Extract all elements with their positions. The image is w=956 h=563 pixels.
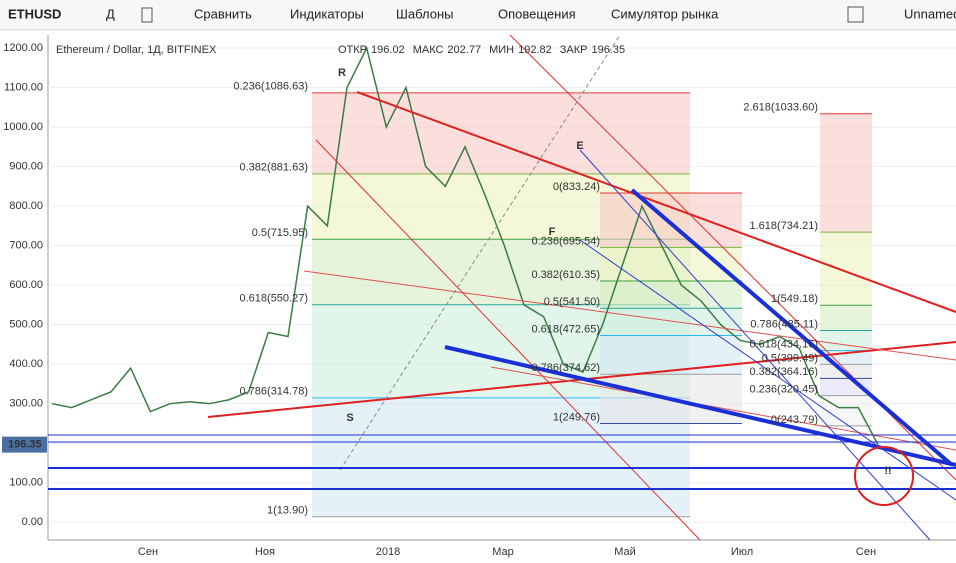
fib-label: 0.382(881.63) [240, 162, 309, 174]
ohlc-name: МИН [489, 44, 514, 56]
y-tick-label: 900.00 [9, 160, 43, 172]
fib-zone [820, 232, 872, 306]
fib-label: 0.382(364.16) [750, 366, 819, 378]
toolbar [0, 0, 956, 30]
price-line [51, 45, 879, 446]
ohlc-value: 196.35 [591, 44, 625, 56]
annotation: !! [884, 465, 891, 477]
ohlc-name: ЗАКР [560, 44, 588, 56]
fib-label: 0.786(374.62) [532, 362, 601, 374]
annotation: R [338, 67, 346, 79]
annotation: F [549, 226, 556, 238]
ohlc-name: ОТКР [338, 44, 367, 56]
y-tick-label: 500.00 [9, 319, 43, 331]
fib-label: 0(833.24) [553, 181, 600, 193]
fib-label: 0.5(715.95) [252, 227, 308, 239]
fib-label: 0.236(695.54) [532, 235, 601, 247]
fib-label: 0.618(472.65) [532, 323, 601, 335]
last-price-label: 196.35 [8, 439, 42, 451]
fib-label: 1.618(734.21) [750, 220, 819, 232]
fib-label: 0(243.79) [771, 414, 818, 426]
interval[interactable]: Д [106, 6, 115, 21]
y-tick-label: 1000.00 [3, 121, 43, 133]
y-tick-label: 0.00 [22, 516, 43, 528]
fib-label: 1(549.18) [771, 293, 818, 305]
fib-zone [600, 281, 742, 309]
fib-label: 0.5(399.49) [762, 352, 818, 364]
fib-label: 2.618(1033.60) [743, 102, 818, 114]
fib-zone [820, 395, 872, 426]
fib-label: 1(13.90) [267, 505, 308, 517]
fullscreen-icon[interactable] [847, 6, 864, 23]
fib-zone [600, 308, 742, 336]
chart-title: Ethereum / Dollar, 1Д, BITFINEX [56, 44, 217, 56]
y-tick-label: 400.00 [9, 358, 43, 370]
fib-label: 0.236(320.45) [750, 383, 819, 395]
x-tick-label: Сен [138, 546, 158, 558]
annotation: S [346, 412, 353, 424]
fib-label: 0.618(550.27) [240, 293, 309, 305]
ohlc-value: 202.77 [447, 44, 481, 56]
y-tick-label: 800.00 [9, 200, 43, 212]
x-tick-label: Ноя [255, 546, 275, 558]
toolbar-item[interactable]: Шаблоны [396, 6, 454, 21]
fib-label: 1(249.76) [553, 411, 600, 423]
ohlc-name: МАКС [413, 44, 444, 56]
fib-zone [820, 305, 872, 331]
ohlc-value: 192.82 [518, 44, 552, 56]
x-tick-label: Июл [731, 546, 753, 558]
toolbar-item[interactable]: Оповещения [498, 6, 576, 21]
annotation: E [576, 140, 583, 152]
fib-zone [600, 192, 742, 248]
last-price-tag [2, 436, 47, 453]
y-tick-label: 100.00 [9, 477, 43, 489]
fib-label: 0.236(1086.63) [233, 81, 308, 93]
fib-zone [312, 92, 690, 174]
fib-label: 0.786(485.11) [750, 318, 818, 330]
fib-label: 0.618(434.16) [750, 339, 819, 351]
fib-zone [820, 113, 872, 233]
fib-label: 0.5(541.50) [544, 296, 600, 308]
candle-icon[interactable] [141, 7, 153, 23]
fib-label: 0.786(314.78) [240, 386, 309, 398]
symbol[interactable]: ETHUSD [8, 6, 61, 21]
trend-lines [48, 34, 956, 541]
y-tick-label: 300.00 [9, 398, 43, 410]
toolbar-item[interactable]: Сравнить [194, 6, 252, 21]
fib-label: 0.382(610.35) [532, 269, 601, 281]
x-tick-label: Сен [856, 546, 876, 558]
ohlc-value: 196.02 [371, 44, 405, 56]
y-tick-label: 600.00 [9, 279, 43, 291]
fib-zone [820, 330, 872, 351]
fib-zone [600, 335, 742, 375]
layout-name[interactable]: Unnamed [904, 6, 956, 21]
y-tick-label: 1100.00 [4, 81, 43, 93]
y-tick-label: 1200.00 [3, 42, 43, 54]
y-tick-label: 700.00 [9, 240, 43, 252]
toolbar-item[interactable]: Индикаторы [290, 6, 364, 21]
x-tick-label: Мар [492, 546, 514, 558]
toolbar-item[interactable]: Симулятор рынка [611, 6, 719, 21]
x-tick-label: Май [614, 546, 636, 558]
x-tick-label: 2018 [376, 546, 400, 558]
